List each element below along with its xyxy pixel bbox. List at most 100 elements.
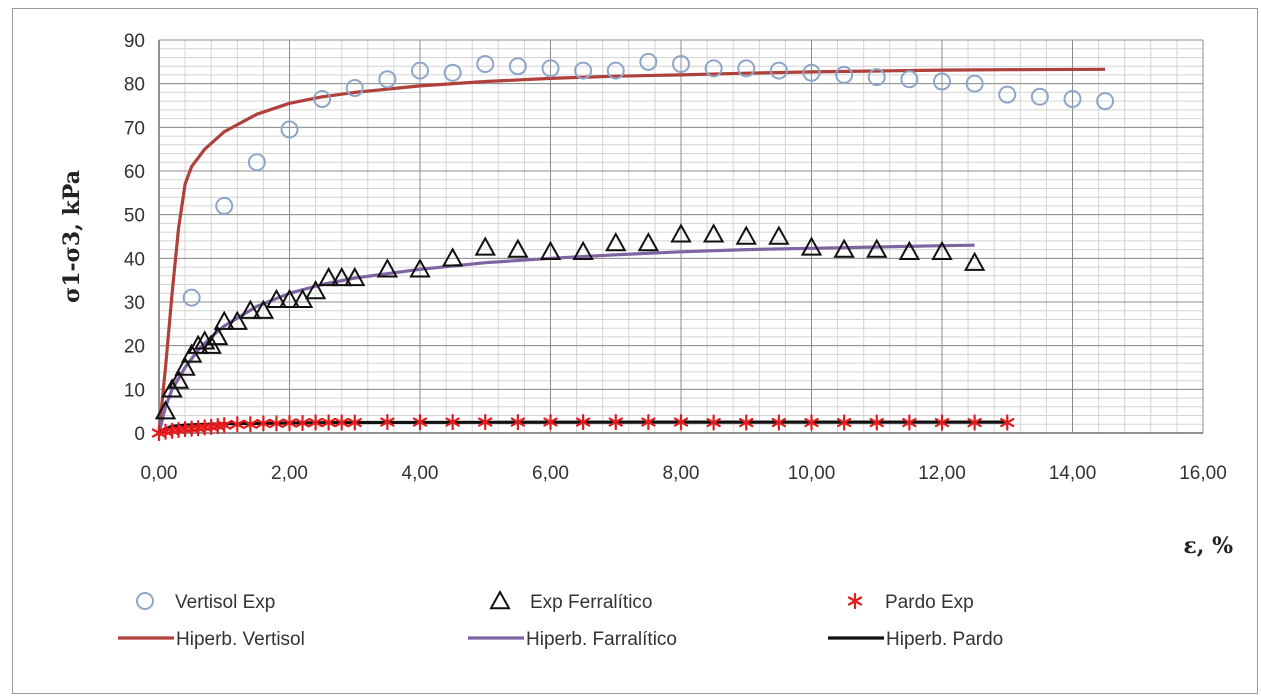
- data-point-circle: [345, 79, 364, 98]
- data-point-circle: [136, 592, 154, 610]
- data-point-asterisk: [902, 414, 917, 431]
- asterisk-stroke: [608, 417, 623, 427]
- x-tick-label: 14,00: [1049, 463, 1097, 484]
- data-point-asterisk: [706, 414, 721, 431]
- asterisk-stroke: [934, 417, 950, 428]
- data-point-asterisk: [230, 416, 245, 433]
- data-point-triangle: [376, 258, 399, 278]
- asterisk-stroke: [739, 417, 754, 428]
- asterisk-stroke: [706, 417, 721, 428]
- data-point-triangle: [507, 238, 529, 258]
- data-point-triangle: [278, 288, 301, 309]
- data-point-circle: [933, 72, 951, 91]
- asterisk-stroke: [151, 428, 167, 438]
- data-point-triangle: [735, 225, 757, 245]
- legend-item: Exp Ferralítico: [489, 589, 652, 613]
- asterisk-stroke: [190, 423, 206, 433]
- data-point-triangle: [317, 266, 340, 287]
- x-tick-label: 4,00: [402, 463, 439, 484]
- data-point-asterisk: [445, 413, 460, 431]
- asterisk-stroke: [641, 417, 656, 427]
- data-point-asterisk: [967, 414, 982, 431]
- y-tick-label: 20: [124, 337, 145, 358]
- series-points-vertisol-exp: [182, 52, 1115, 307]
- data-point-asterisk: [412, 413, 428, 431]
- data-point-circle: [1096, 92, 1115, 111]
- data-point-circle: [378, 70, 397, 89]
- x-tick-label: 8,00: [663, 463, 700, 484]
- legend-item: Hiperb. Farralítico: [468, 629, 677, 650]
- asterisk-stroke: [902, 417, 917, 428]
- data-point-triangle: [174, 356, 196, 376]
- legend-label: Hiperb. Pardo: [886, 629, 1003, 650]
- data-point-circle: [443, 63, 462, 82]
- data-point-circle: [1063, 89, 1082, 108]
- data-point-asterisk: [334, 414, 349, 431]
- data-point-asterisk: [771, 414, 787, 431]
- asterisk-stroke: [478, 417, 493, 427]
- data-point-triangle: [702, 223, 725, 243]
- y-tick-label: 0: [134, 424, 145, 445]
- data-point-circle: [247, 153, 266, 172]
- asterisk-stroke: [282, 418, 297, 428]
- data-point-triangle: [866, 238, 888, 258]
- data-point-asterisk: [575, 413, 591, 431]
- y-tick-label: 60: [124, 162, 145, 183]
- series-points-exp-ferral-tico: [154, 223, 986, 420]
- data-point-circle: [508, 57, 527, 76]
- data-point-triangle: [207, 325, 229, 346]
- data-point-triangle: [605, 231, 627, 252]
- data-point-triangle: [344, 266, 366, 287]
- series-line-hiperb-vertisol: [157, 67, 1106, 434]
- asterisk-stroke: [380, 417, 395, 427]
- asterisk-stroke: [243, 419, 258, 429]
- data-point-asterisk: [295, 414, 310, 432]
- data-point-asterisk: [673, 413, 689, 431]
- y-tick-label: 80: [124, 75, 145, 96]
- data-point-circle: [835, 65, 854, 84]
- legend-label: Pardo Exp: [885, 592, 974, 613]
- asterisk-stroke: [334, 417, 349, 428]
- data-point-asterisk: [308, 414, 323, 431]
- x-tick-label: 0,00: [141, 463, 178, 484]
- data-point-triangle: [474, 236, 496, 256]
- data-point-circle: [476, 55, 495, 74]
- data-point-circle: [313, 89, 332, 108]
- data-point-triangle: [670, 223, 692, 243]
- data-point-asterisk: [380, 413, 395, 431]
- data-point-asterisk: [510, 413, 526, 431]
- asterisk-stroke: [217, 420, 232, 430]
- data-point-triangle: [637, 231, 660, 252]
- asterisk-stroke: [575, 417, 591, 427]
- asterisk-stroke: [543, 417, 558, 427]
- data-point-triangle: [304, 280, 327, 300]
- data-point-circle: [900, 70, 919, 89]
- asterisk-stroke: [295, 418, 310, 428]
- y-tick-label: 30: [124, 293, 145, 314]
- y-tick-label: 40: [124, 249, 145, 270]
- asterisk-stroke: [1000, 417, 1015, 428]
- data-point-asterisk: [836, 414, 852, 431]
- x-tick-label: 16,00: [1179, 463, 1227, 484]
- asterisk-stroke: [836, 417, 852, 428]
- data-point-circle: [639, 52, 658, 71]
- data-point-circle: [965, 74, 984, 93]
- data-point-triangle: [931, 240, 953, 260]
- legend-label: Exp Ferralítico: [530, 592, 652, 613]
- data-point-triangle: [768, 225, 790, 245]
- legend-item: Pardo Exp: [847, 592, 974, 613]
- data-point-asterisk: [608, 413, 623, 431]
- data-point-asterisk: [282, 414, 297, 432]
- asterisk-stroke: [269, 418, 284, 428]
- asterisk-stroke: [197, 422, 212, 432]
- data-point-triangle: [489, 589, 511, 610]
- data-point-circle: [998, 85, 1017, 104]
- data-point-asterisk: [256, 415, 271, 432]
- series-points-pardo-exp: [151, 413, 1015, 442]
- x-tick-label: 12,00: [918, 463, 966, 484]
- asterisk-stroke: [673, 417, 689, 427]
- data-point-asterisk: [217, 417, 232, 434]
- asterisk-stroke: [184, 424, 199, 434]
- data-point-triangle: [539, 240, 562, 260]
- asterisk-stroke: [210, 421, 225, 431]
